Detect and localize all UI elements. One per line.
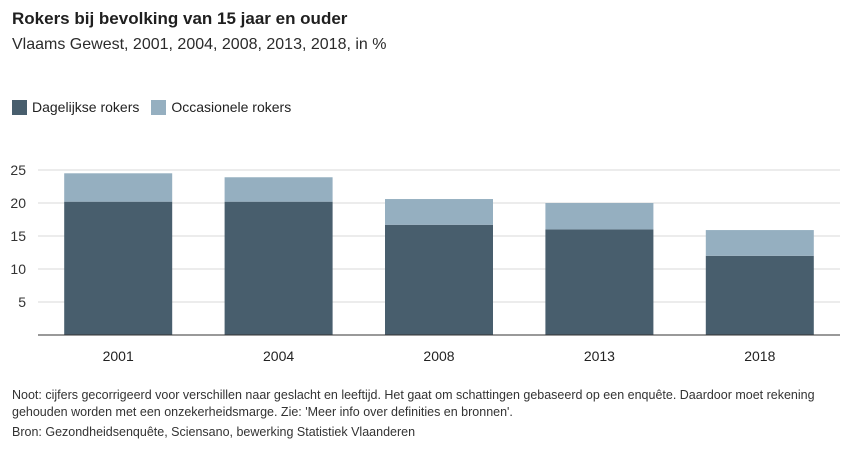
y-tick-label: 20: [10, 195, 26, 211]
source-note: Bron: Gezondheidsenquête, Sciensano, bew…: [12, 425, 416, 439]
bar-daily-2018: [705, 255, 814, 335]
x-tick-label: 2018: [744, 348, 775, 364]
chart-title: Rokers bij bevolking van 15 jaar en oude…: [12, 9, 348, 28]
x-tick-label: 2008: [423, 348, 454, 364]
y-tick-label: 10: [10, 261, 26, 277]
bar-daily-2008: [385, 224, 493, 335]
chart-subtitle: Vlaams Gewest, 2001, 2004, 2008, 2013, 2…: [12, 36, 387, 53]
legend-item-daily[interactable]: Dagelijkse rokers: [12, 99, 139, 115]
y-tick-label: 25: [10, 162, 26, 178]
bar-occasional-2018: [705, 230, 814, 256]
bars: [64, 173, 814, 335]
footnote: Noot: cijfers gecorrigeerd voor verschil…: [12, 388, 815, 419]
y-axis: 5 10 15 20 25: [10, 162, 26, 310]
x-tick-label: 2001: [103, 348, 134, 364]
x-tick-label: 2013: [584, 348, 615, 364]
x-axis: 2001 2004 2008 2013 2018: [38, 334, 840, 364]
bar-occasional-2013: [545, 203, 654, 230]
legend-item-occasional[interactable]: Occasionele rokers: [151, 99, 291, 115]
bar-occasional-2008: [385, 199, 493, 225]
y-tick-label: 15: [10, 228, 26, 244]
legend-label-occasional: Occasionele rokers: [171, 99, 292, 115]
legend-swatch-occasional: [151, 99, 167, 115]
bar-occasional-2004: [224, 177, 333, 202]
y-tick-label: 5: [18, 294, 26, 310]
bar-daily-2013: [545, 229, 654, 335]
stacked-bar-chart: 5 10 15 20 25 2001 2004 2008 2013 2018: [10, 162, 840, 364]
legend-swatch-daily: [12, 99, 27, 115]
bar-daily-2001: [64, 201, 173, 335]
legend-label-daily: Dagelijkse rokers: [32, 99, 140, 115]
x-tick-label: 2004: [263, 348, 294, 364]
legend: Dagelijkse rokers Occasionele rokers: [12, 99, 303, 115]
bar-daily-2004: [224, 201, 333, 335]
bar-occasional-2001: [64, 173, 173, 202]
